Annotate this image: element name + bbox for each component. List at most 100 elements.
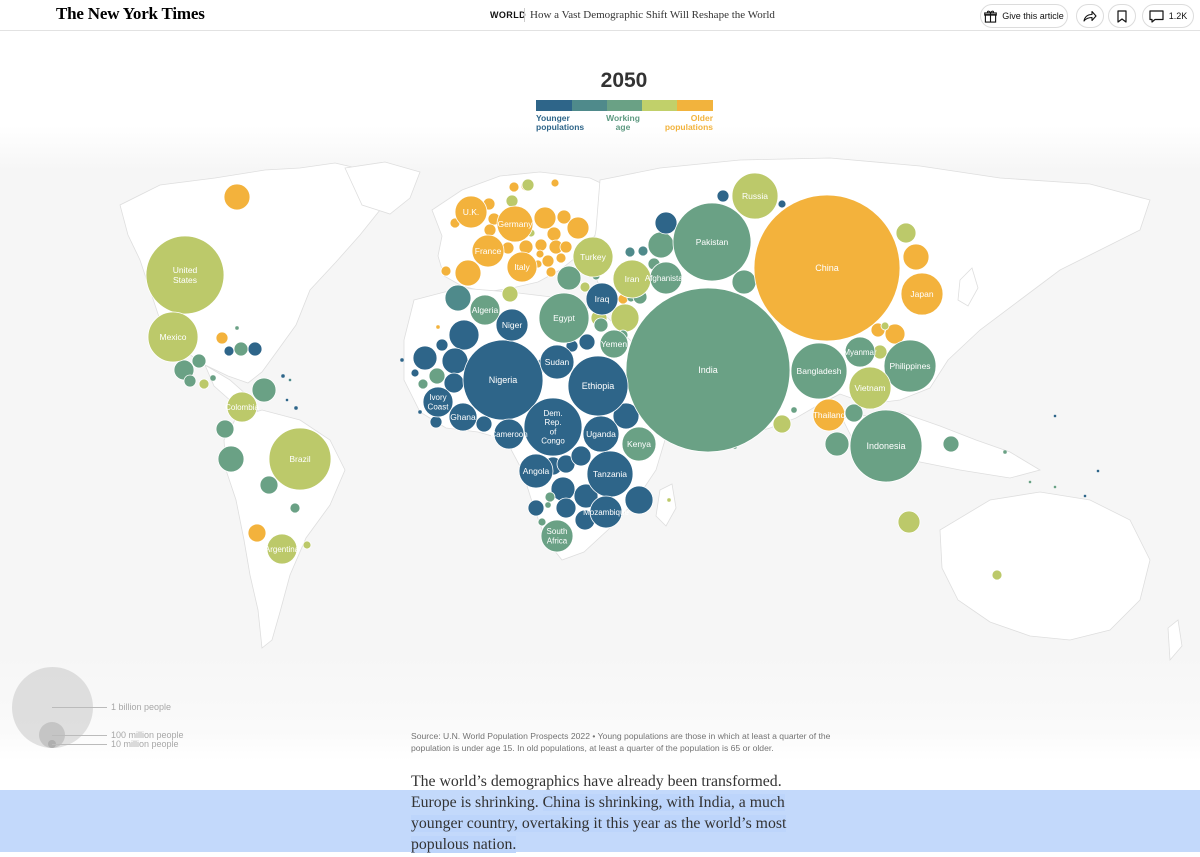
country-bubble[interactable]	[247, 341, 263, 357]
country-bubble[interactable]	[1083, 494, 1087, 498]
country-bubble[interactable]	[1053, 414, 1057, 418]
country-bubble[interactable]	[454, 259, 482, 287]
bubble-uganda[interactable]	[582, 415, 620, 453]
country-bubble[interactable]	[410, 368, 420, 378]
bubble-philippines[interactable]	[883, 339, 937, 393]
bubble-russia[interactable]	[731, 172, 779, 220]
bubble-yemen[interactable]	[599, 329, 629, 359]
bubble-sudan[interactable]	[539, 344, 575, 380]
country-bubble[interactable]	[521, 178, 535, 192]
country-bubble[interactable]	[556, 265, 582, 291]
bubble-mozambique[interactable]	[589, 495, 623, 529]
country-bubble[interactable]	[429, 415, 443, 429]
bubble-thailand[interactable]	[812, 398, 846, 432]
bubble-angola[interactable]	[518, 453, 554, 489]
bubble-niger[interactable]	[495, 308, 529, 342]
country-bubble[interactable]	[537, 517, 547, 527]
give-article-button[interactable]: Give this article	[980, 4, 1068, 28]
bubble-italy[interactable]	[506, 251, 538, 283]
country-bubble[interactable]	[579, 281, 591, 293]
country-bubble[interactable]	[285, 398, 289, 402]
country-bubble[interactable]	[412, 345, 438, 371]
country-bubble[interactable]	[654, 211, 678, 235]
bubble-indonesia[interactable]	[849, 409, 923, 483]
country-bubble[interactable]	[223, 345, 235, 357]
country-bubble[interactable]	[435, 324, 441, 330]
bubble-ivory-coast[interactable]	[422, 386, 454, 418]
country-bubble[interactable]	[198, 378, 210, 390]
country-bubble[interactable]	[288, 378, 292, 382]
bubble-japan[interactable]	[900, 272, 944, 316]
country-bubble[interactable]	[191, 353, 207, 369]
country-bubble[interactable]	[1096, 469, 1100, 473]
country-bubble[interactable]	[209, 374, 217, 382]
bubble-france[interactable]	[471, 234, 505, 268]
country-bubble[interactable]	[1002, 449, 1008, 455]
bubble-cameroon[interactable]	[493, 418, 525, 450]
bubble-dem-rep-of-congo[interactable]	[523, 397, 583, 457]
country-bubble[interactable]	[544, 491, 556, 503]
country-bubble[interactable]	[251, 377, 277, 403]
bubble-mexico[interactable]	[147, 311, 199, 363]
bubble-brazil[interactable]	[268, 427, 332, 491]
country-bubble[interactable]	[259, 475, 279, 495]
country-bubble[interactable]	[790, 406, 798, 414]
country-bubble[interactable]	[546, 226, 562, 242]
bubble-bangladesh[interactable]	[790, 342, 848, 400]
country-bubble[interactable]	[991, 569, 1003, 581]
country-bubble[interactable]	[555, 497, 577, 519]
country-bubble[interactable]	[637, 245, 649, 257]
country-bubble[interactable]	[535, 249, 545, 259]
country-bubble[interactable]	[566, 216, 590, 240]
bubble-china[interactable]	[753, 194, 901, 342]
country-bubble[interactable]	[183, 374, 197, 388]
country-bubble[interactable]	[777, 199, 787, 209]
country-bubble[interactable]	[505, 194, 519, 208]
bubble-germany[interactable]	[496, 205, 534, 243]
bubble-south-africa[interactable]	[540, 519, 574, 553]
bubble-iraq[interactable]	[585, 282, 619, 316]
bubble-vietnam[interactable]	[848, 366, 892, 410]
country-bubble[interactable]	[293, 405, 299, 411]
country-bubble[interactable]	[280, 373, 286, 379]
bubble-united-states[interactable]	[145, 235, 225, 315]
country-bubble[interactable]	[527, 499, 545, 517]
country-bubble[interactable]	[233, 341, 249, 357]
country-bubble[interactable]	[573, 483, 599, 509]
country-bubble[interactable]	[884, 323, 906, 345]
bubble-turkey[interactable]	[572, 236, 614, 278]
country-bubble[interactable]	[578, 333, 596, 351]
country-bubble[interactable]	[483, 223, 497, 237]
country-bubble[interactable]	[444, 284, 472, 312]
country-bubble[interactable]	[666, 497, 672, 503]
country-bubble[interactable]	[234, 325, 240, 331]
country-bubble[interactable]	[647, 231, 675, 259]
bubble-kenya[interactable]	[621, 426, 657, 462]
comments-button[interactable]: 1.2K	[1142, 4, 1194, 28]
country-bubble[interactable]	[731, 269, 757, 295]
bubble-egypt[interactable]	[538, 292, 590, 344]
country-bubble[interactable]	[399, 357, 405, 363]
bubble-colombia[interactable]	[226, 391, 258, 423]
country-bubble[interactable]	[880, 321, 890, 331]
country-bubble[interactable]	[824, 431, 850, 457]
share-button[interactable]	[1076, 4, 1104, 28]
country-bubble[interactable]	[215, 331, 229, 345]
country-bubble[interactable]	[555, 252, 567, 264]
country-bubble[interactable]	[612, 402, 640, 430]
bubble-algeria[interactable]	[469, 294, 501, 326]
country-bubble[interactable]	[217, 445, 245, 473]
bubble-myanmar[interactable]	[844, 336, 876, 368]
country-bubble[interactable]	[289, 502, 301, 514]
country-bubble[interactable]	[550, 178, 560, 188]
section-label[interactable]: WORLD	[490, 10, 526, 20]
country-bubble[interactable]	[895, 222, 917, 244]
country-bubble[interactable]	[570, 445, 592, 467]
bubble-argentina[interactable]	[266, 533, 298, 565]
country-bubble[interactable]	[215, 419, 235, 439]
bubble-pakistan[interactable]	[672, 202, 752, 282]
country-bubble[interactable]	[534, 238, 548, 252]
country-bubble[interactable]	[428, 367, 446, 385]
bubble-india[interactable]	[625, 287, 791, 453]
bubble-u-k[interactable]	[454, 195, 488, 229]
